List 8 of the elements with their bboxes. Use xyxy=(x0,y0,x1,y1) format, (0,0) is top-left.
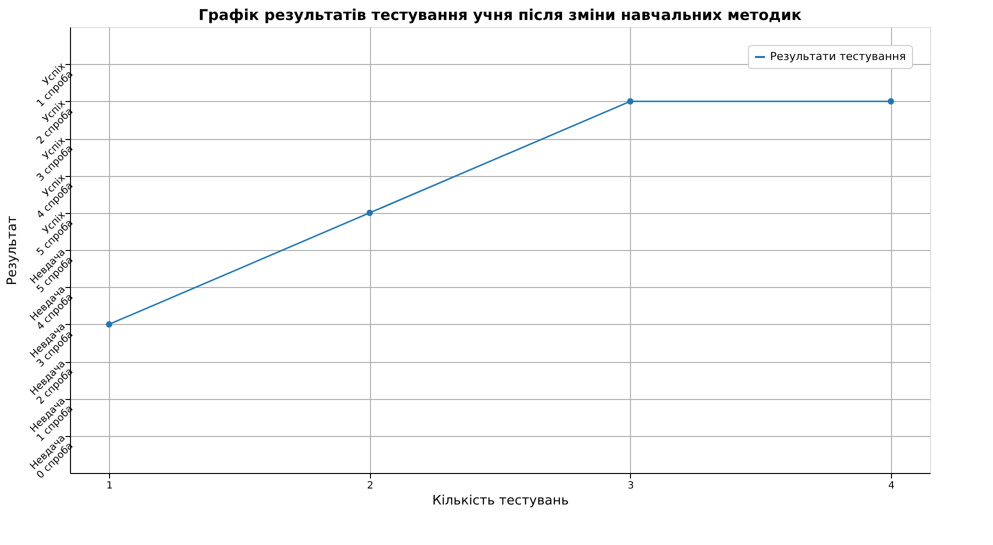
x-tick-label: 3 xyxy=(628,480,634,492)
x-tick-label: 1 xyxy=(106,480,113,492)
x-tick-label: 2 xyxy=(367,480,374,492)
chart-title: Графік результатів тестування учня після зміни навчальних методик xyxy=(198,6,802,24)
legend-label: Результати тестування xyxy=(770,50,906,63)
x-tick-label: 4 xyxy=(888,480,895,492)
y-axis-title: Результат xyxy=(5,215,20,286)
x-axis-title: Кількість тестувань xyxy=(432,494,569,508)
